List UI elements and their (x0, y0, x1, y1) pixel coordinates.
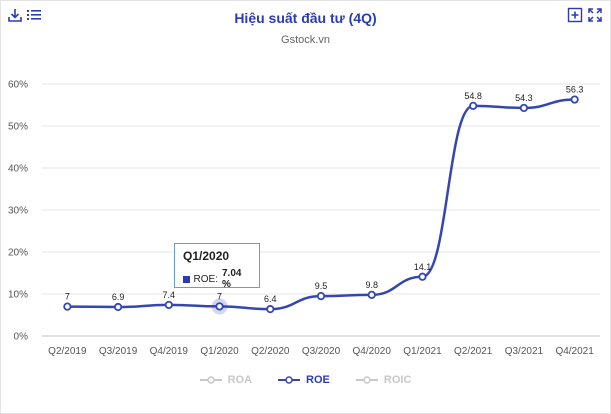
x-tick-label: Q1/2020 (200, 346, 239, 357)
plus-square-icon[interactable] (567, 7, 583, 23)
roe-point[interactable] (367, 290, 376, 299)
roe-point[interactable] (469, 101, 478, 110)
roe-points (63, 95, 579, 315)
x-tick-label: Q3/2019 (99, 346, 138, 357)
legend-label-roic: ROIC (383, 374, 412, 386)
x-tick-label: Q2/2020 (251, 346, 290, 357)
y-tick-label: 10% (8, 290, 28, 301)
x-tick-label: Q2/2019 (48, 346, 87, 357)
right-toolbar (567, 7, 603, 23)
x-tick-label: Q4/2020 (353, 346, 392, 357)
roe-series-line (67, 98, 575, 311)
roe-data-label: 9.5 (315, 281, 328, 291)
x-tick-label: Q4/2019 (150, 346, 189, 357)
y-tick-label: 60% (8, 80, 28, 91)
legend-label-roa: ROA (227, 374, 253, 386)
roe-point[interactable] (63, 302, 72, 311)
x-tick-label: Q3/2021 (505, 346, 544, 357)
legend-label-roe: ROE (306, 374, 330, 386)
roe-data-label: 14.1 (414, 262, 432, 272)
y-tick-label: 0% (14, 332, 29, 343)
x-axis-ticks: Q2/2019 Q3/2019 Q4/2019 Q1/2020 Q2/2020 Q3/20… (48, 346, 594, 357)
y-tick-label: 40% (8, 164, 28, 175)
tooltip: Q1/2020 ROE: 7.04 % (174, 243, 260, 290)
legend-item-roa[interactable]: ROA (199, 374, 253, 386)
roe-data-label: 54.3 (515, 93, 533, 103)
legend-line-icon (278, 376, 301, 384)
left-toolbar (7, 7, 42, 23)
roe-data-label: 56.3 (566, 85, 584, 95)
roe-point[interactable] (113, 302, 123, 312)
roe-data-label: 6.9 (112, 292, 125, 302)
y-axis-ticks: 0% 10% 20% 30% 40% 50% 60% (8, 80, 28, 343)
roe-data-label: 7 (65, 292, 70, 302)
roe-point[interactable] (215, 302, 224, 311)
x-tick-label: Q4/2021 (555, 346, 594, 357)
roe-point[interactable] (164, 300, 173, 310)
expand-icon[interactable] (587, 7, 603, 23)
roe-data-label: 7 (217, 291, 222, 301)
legend-item-roe[interactable]: ROE (278, 374, 330, 386)
roe-point[interactable] (570, 95, 579, 104)
legend-line-icon (355, 376, 378, 384)
grid-lines (42, 83, 600, 337)
menu-icon[interactable] (26, 7, 42, 23)
roe-point[interactable] (519, 103, 529, 113)
roe-point[interactable] (418, 272, 427, 281)
legend-item-roic[interactable]: ROIC (355, 374, 412, 386)
tooltip-series-marker (183, 275, 190, 283)
y-tick-label: 20% (8, 248, 28, 259)
x-tick-label: Q3/2020 (302, 346, 341, 357)
roe-data-label: 6.4 (264, 294, 277, 304)
x-tick-label: Q1/2021 (403, 346, 442, 357)
y-tick-label: 50% (8, 122, 28, 133)
x-tick-label: Q2/2021 (454, 346, 493, 357)
download-icon[interactable] (7, 7, 23, 23)
roe-data-label: 7.4 (163, 290, 176, 300)
tooltip-value: 7.04 % (221, 268, 242, 290)
legend-line-icon (199, 376, 222, 384)
tooltip-series-label: ROE: (193, 273, 218, 285)
tooltip-title: Q1/2020 (183, 249, 230, 263)
roe-data-labels: 7 6.9 7.4 7 6.4 9.5 9.8 14.1 54.8 54.3 56.3 (65, 85, 584, 305)
y-tick-label: 30% (8, 206, 28, 217)
roe-point[interactable] (266, 305, 275, 314)
legend: ROA ROE ROIC (0, 374, 611, 386)
chart-subtitle: Gstock.vn (281, 34, 330, 46)
chart-title: Hiệu suất đầu tư (4Q) (234, 10, 377, 26)
roe-point[interactable] (316, 291, 326, 301)
roe-data-label: 54.8 (464, 91, 482, 101)
roe-data-label: 9.8 (365, 280, 378, 290)
